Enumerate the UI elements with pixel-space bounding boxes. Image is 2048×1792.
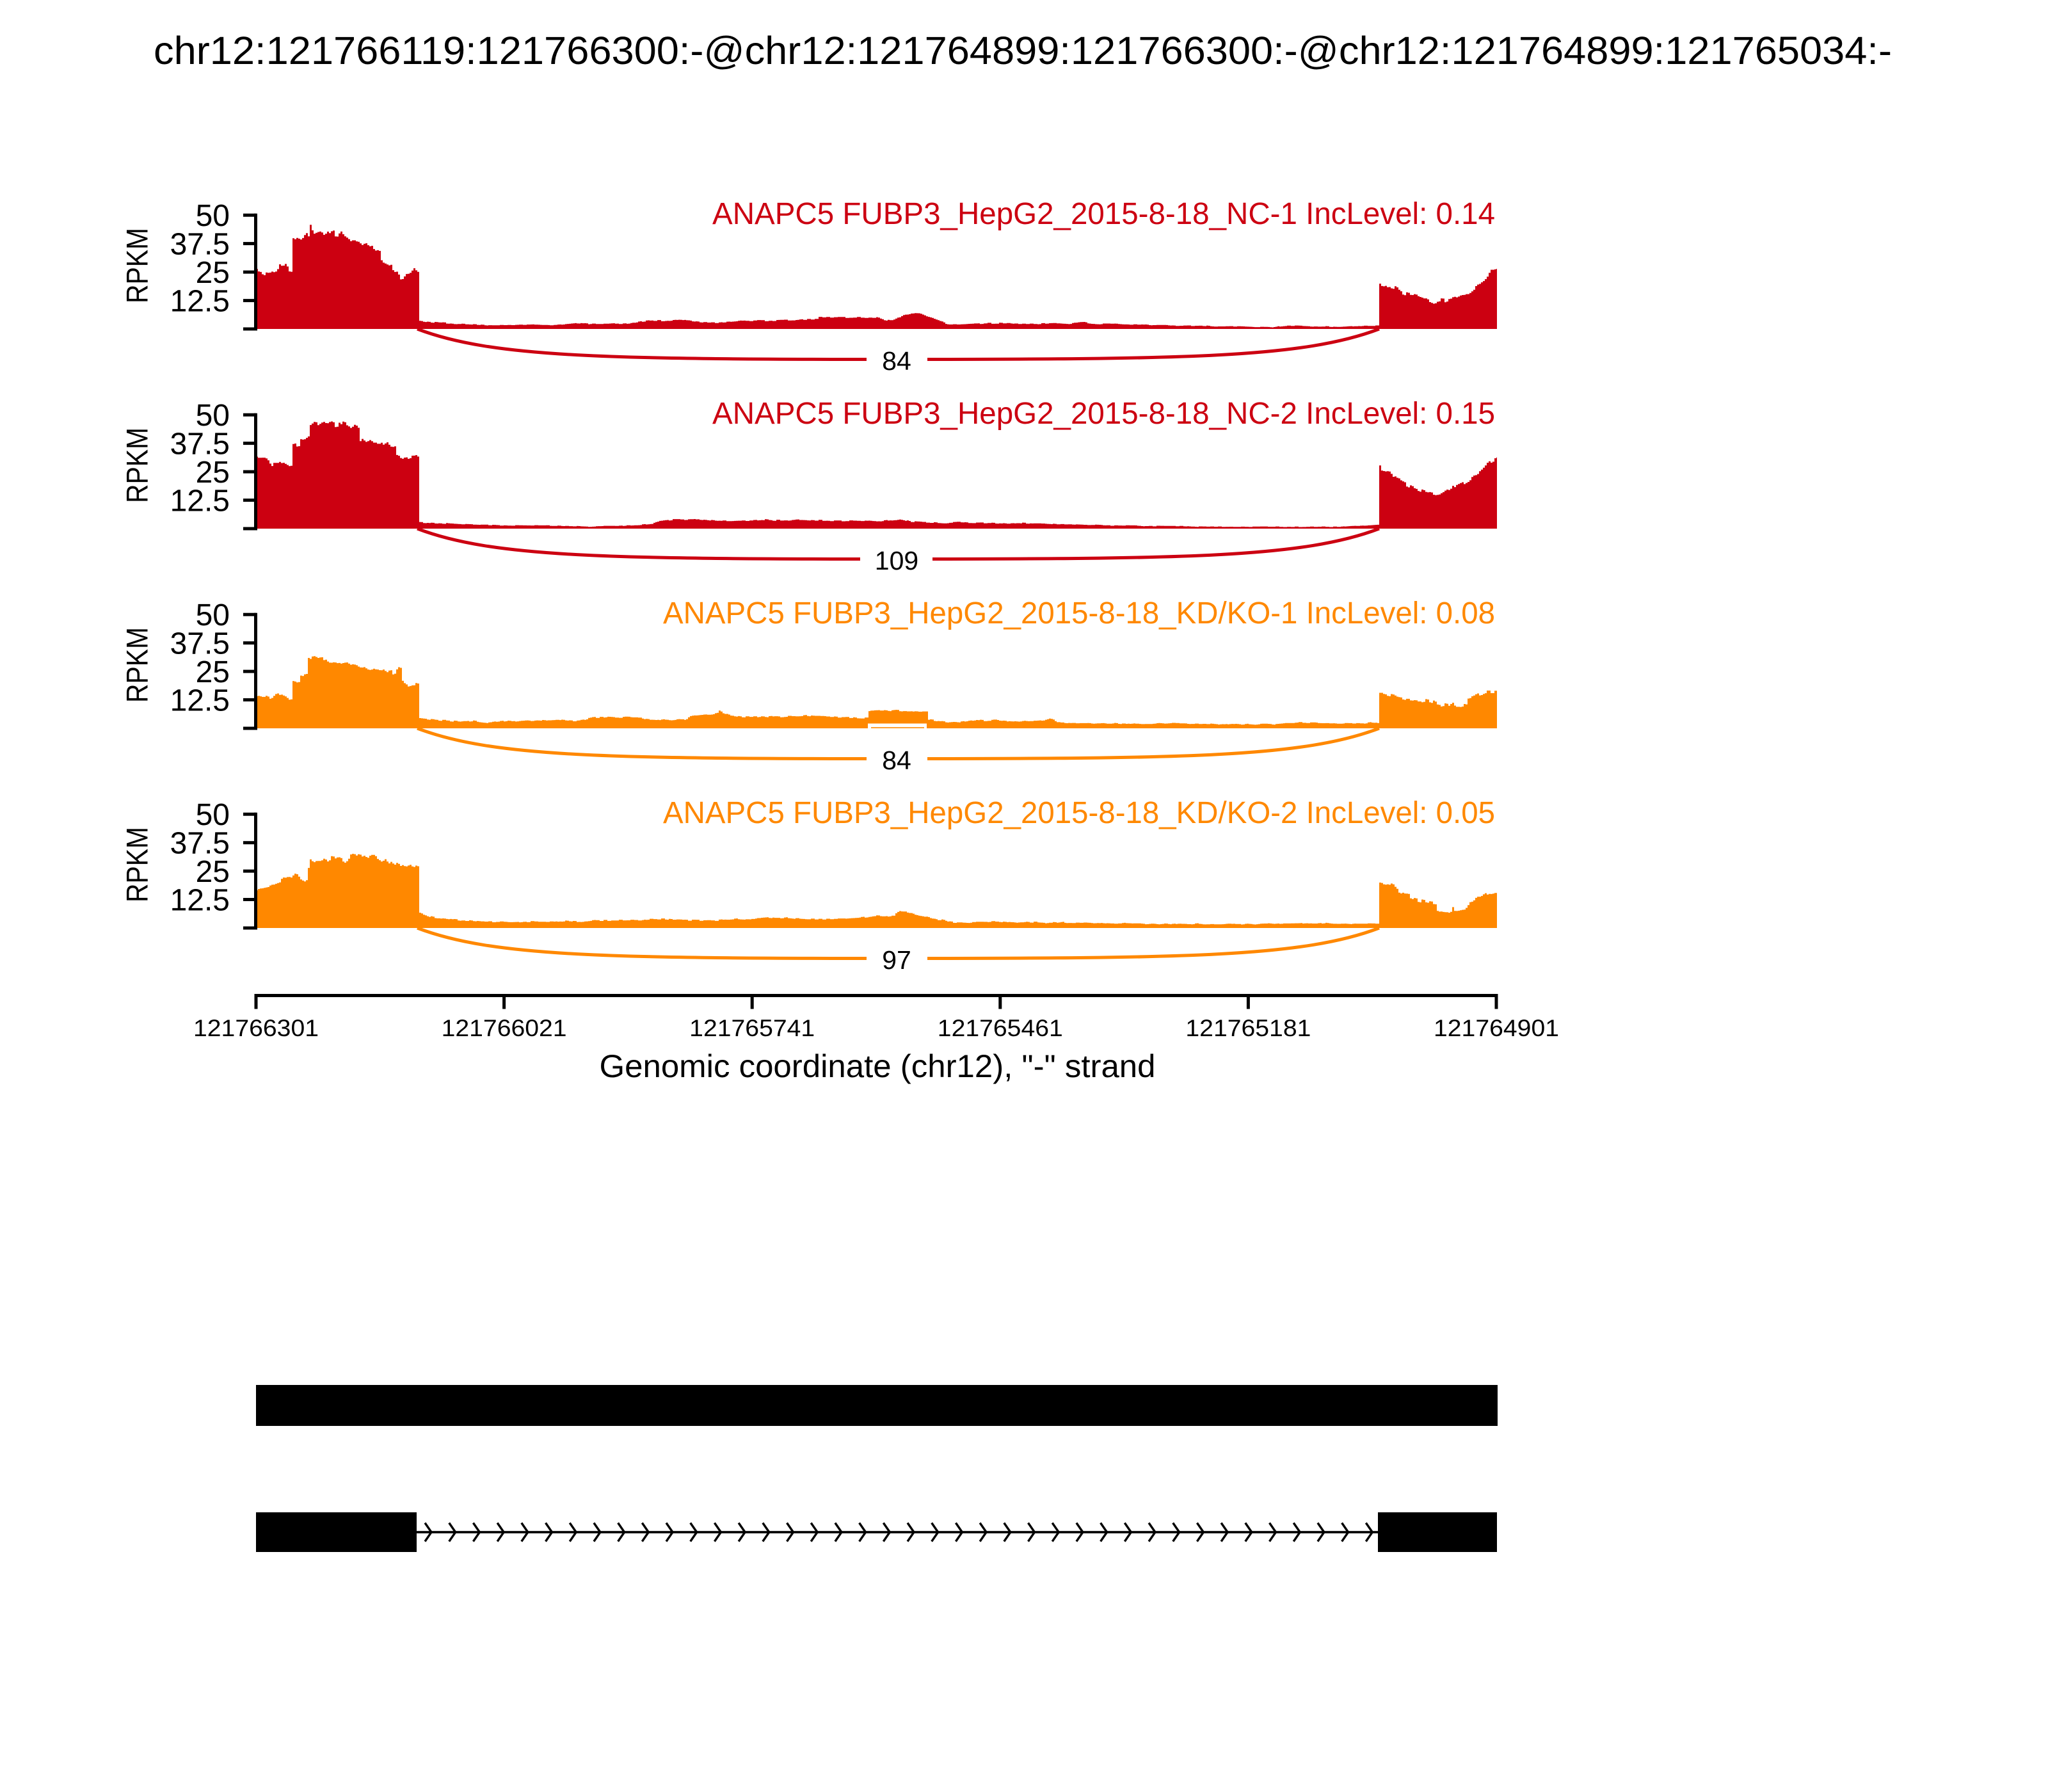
svg-text:Genomic coordinate (chr12), "-: Genomic coordinate (chr12), "-" strand xyxy=(600,1048,1156,1084)
svg-text:84: 84 xyxy=(882,346,911,376)
svg-text:84: 84 xyxy=(882,746,911,775)
svg-text:ANAPC5 FUBP3_HepG2_2015-8-18_N: ANAPC5 FUBP3_HepG2_2015-8-18_NC-1 IncLev… xyxy=(712,197,1495,231)
svg-text:12.5: 12.5 xyxy=(170,285,230,319)
svg-text:37.5: 37.5 xyxy=(170,627,230,661)
svg-text:97: 97 xyxy=(882,945,911,975)
svg-text:RPKM: RPKM xyxy=(120,827,154,902)
svg-text:RPKM: RPKM xyxy=(120,228,154,303)
svg-text:109: 109 xyxy=(875,546,918,575)
svg-text:121764901: 121764901 xyxy=(1434,1015,1559,1041)
svg-text:121766021: 121766021 xyxy=(442,1015,567,1041)
svg-text:50: 50 xyxy=(196,399,230,433)
svg-text:121765741: 121765741 xyxy=(689,1015,815,1041)
svg-text:50: 50 xyxy=(196,199,230,233)
svg-text:37.5: 37.5 xyxy=(170,827,230,861)
svg-text:50: 50 xyxy=(196,598,230,632)
svg-text:chr12:121766119:121766300:-@ch: chr12:121766119:121766300:-@chr12:121764… xyxy=(154,29,1892,72)
svg-text:RPKM: RPKM xyxy=(120,428,154,503)
svg-text:ANAPC5 FUBP3_HepG2_2015-8-18_N: ANAPC5 FUBP3_HepG2_2015-8-18_NC-2 IncLev… xyxy=(712,397,1495,431)
svg-text:RPKM: RPKM xyxy=(120,627,154,703)
svg-text:12.5: 12.5 xyxy=(170,684,230,718)
svg-text:12.5: 12.5 xyxy=(170,884,230,918)
svg-text:25: 25 xyxy=(196,655,230,689)
svg-text:25: 25 xyxy=(196,256,230,290)
svg-text:12.5: 12.5 xyxy=(170,484,230,518)
svg-text:ANAPC5 FUBP3_HepG2_2015-8-18_K: ANAPC5 FUBP3_HepG2_2015-8-18_KD/KO-2 Inc… xyxy=(663,796,1495,830)
svg-text:121765181: 121765181 xyxy=(1185,1015,1311,1041)
svg-text:37.5: 37.5 xyxy=(170,428,230,461)
svg-text:25: 25 xyxy=(196,456,230,490)
svg-text:25: 25 xyxy=(196,855,230,889)
svg-text:ANAPC5 FUBP3_HepG2_2015-8-18_K: ANAPC5 FUBP3_HepG2_2015-8-18_KD/KO-1 Inc… xyxy=(663,596,1495,630)
svg-text:121765461: 121765461 xyxy=(938,1015,1063,1041)
svg-text:37.5: 37.5 xyxy=(170,228,230,262)
svg-text:121766301: 121766301 xyxy=(193,1015,319,1041)
svg-text:50: 50 xyxy=(196,798,230,832)
